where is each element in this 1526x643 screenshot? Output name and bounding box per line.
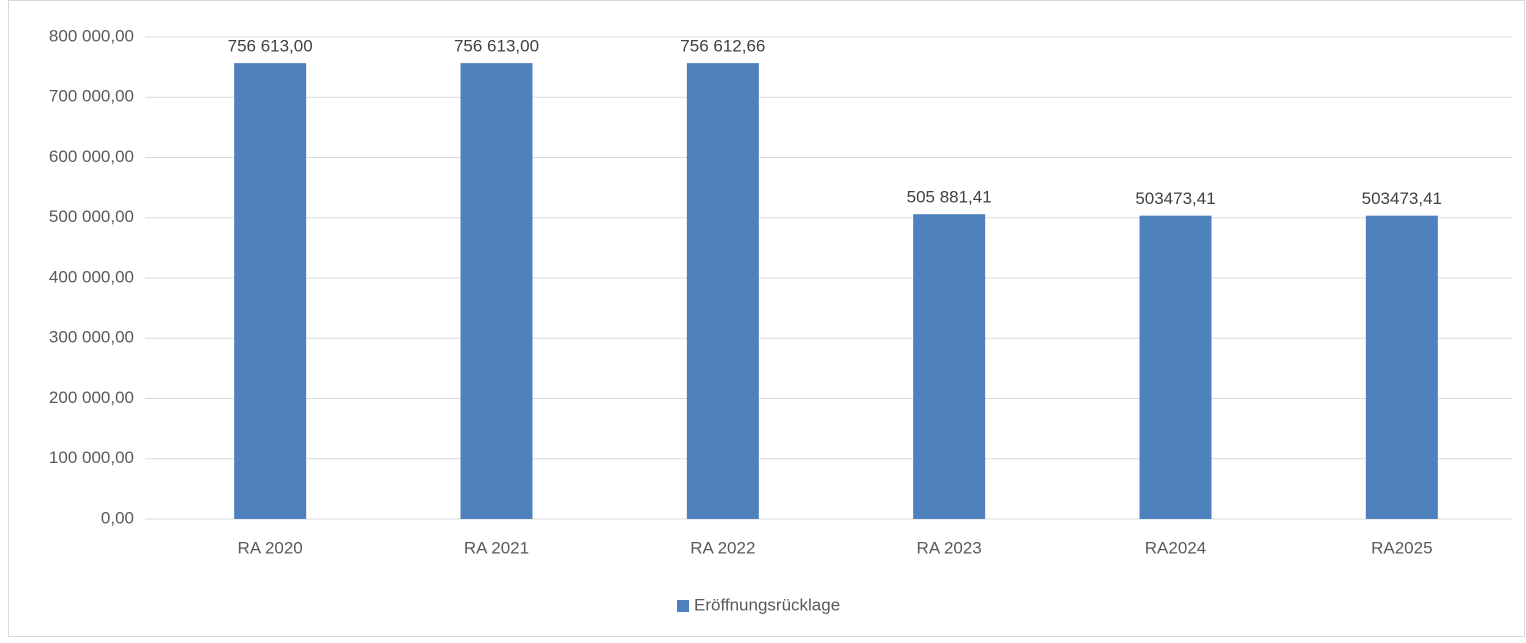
data-label: 756 613,00 — [228, 37, 313, 56]
x-tick-label: RA2024 — [1145, 538, 1206, 557]
legend-label: Eröffnungsrücklage — [694, 595, 840, 614]
bar — [234, 63, 307, 520]
y-tick-label: 300 000,00 — [49, 328, 134, 347]
y-tick-label: 400 000,00 — [49, 267, 134, 286]
y-tick-label: 200 000,00 — [49, 388, 134, 407]
bar — [1365, 215, 1438, 519]
data-label: 756 613,00 — [454, 37, 539, 56]
data-label: 503473,41 — [1135, 189, 1215, 208]
bar — [913, 214, 986, 519]
bar — [460, 63, 533, 520]
y-tick-label: 600 000,00 — [49, 147, 134, 166]
x-tick-label: RA2025 — [1371, 538, 1432, 557]
y-tick-label: 800 000,00 — [49, 26, 134, 45]
data-label: 505 881,41 — [907, 188, 992, 207]
bar — [686, 63, 759, 520]
y-tick-label: 0,00 — [101, 508, 134, 527]
x-tick-label: RA 2022 — [690, 538, 755, 557]
legend-swatch — [677, 600, 689, 612]
data-label: 503473,41 — [1362, 189, 1442, 208]
x-tick-label: RA 2023 — [917, 538, 982, 557]
y-tick-label: 100 000,00 — [49, 448, 134, 467]
y-tick-label: 500 000,00 — [49, 207, 134, 226]
data-label: 756 612,66 — [680, 37, 765, 56]
y-tick-label: 700 000,00 — [49, 87, 134, 106]
x-tick-label: RA 2020 — [238, 538, 303, 557]
bar — [1139, 215, 1212, 519]
x-tick-label: RA 2021 — [464, 538, 529, 557]
